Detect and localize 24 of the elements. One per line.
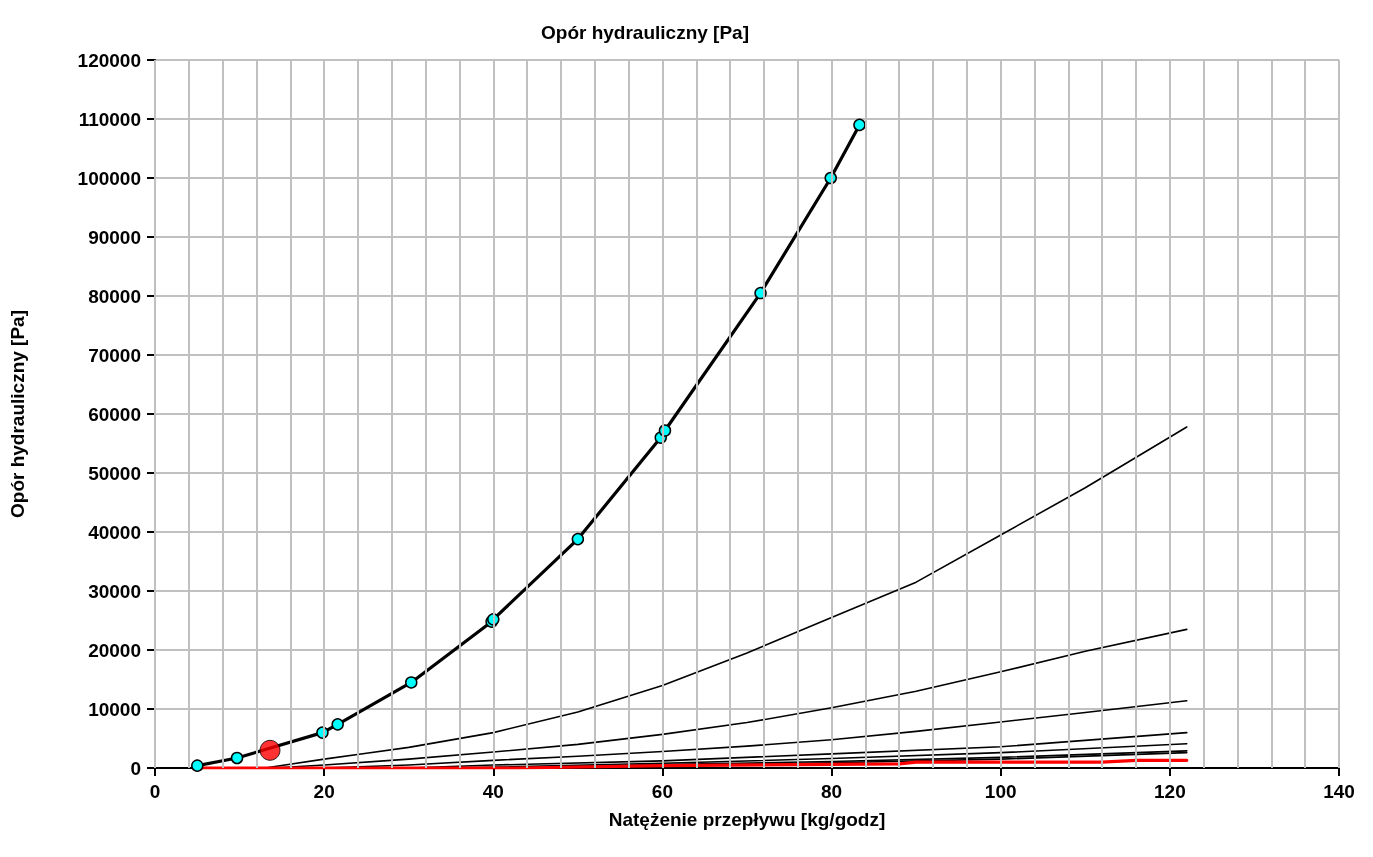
x-axis-title: Natężenie przepływu [kg/godz] bbox=[608, 809, 886, 830]
y-tick-label: 10000 bbox=[88, 698, 141, 720]
y-tick-label: 50000 bbox=[88, 462, 141, 484]
y-tick-label: 120000 bbox=[77, 49, 141, 71]
y-tick-label: 80000 bbox=[88, 285, 141, 307]
y-tick-label: 70000 bbox=[88, 344, 141, 366]
x-tick-label: 100 bbox=[984, 781, 1017, 802]
chart-title: Opór hydrauliczny [Pa] bbox=[541, 22, 749, 43]
y-tick-label: 30000 bbox=[88, 580, 141, 602]
x-tick-label: 20 bbox=[313, 781, 335, 802]
y-tick-label: 90000 bbox=[88, 226, 141, 248]
x-tick-label: 140 bbox=[1323, 781, 1355, 802]
y-axis-title: Opór hydrauliczny [Pa] bbox=[7, 310, 28, 518]
x-tick-label: 60 bbox=[651, 781, 673, 802]
x-tick-label: 80 bbox=[821, 781, 843, 802]
y-tick-label: 60000 bbox=[88, 403, 141, 425]
x-tick-label: 40 bbox=[482, 781, 504, 802]
y-tick-label: 100000 bbox=[77, 167, 141, 189]
y-tick-label: 0 bbox=[130, 757, 141, 779]
y-tick-label: 40000 bbox=[88, 521, 141, 543]
x-tick-label: 0 bbox=[149, 781, 161, 802]
y-tick-label: 110000 bbox=[78, 108, 141, 130]
x-tick-label: 120 bbox=[1154, 781, 1186, 802]
y-tick-label: 20000 bbox=[88, 639, 141, 661]
